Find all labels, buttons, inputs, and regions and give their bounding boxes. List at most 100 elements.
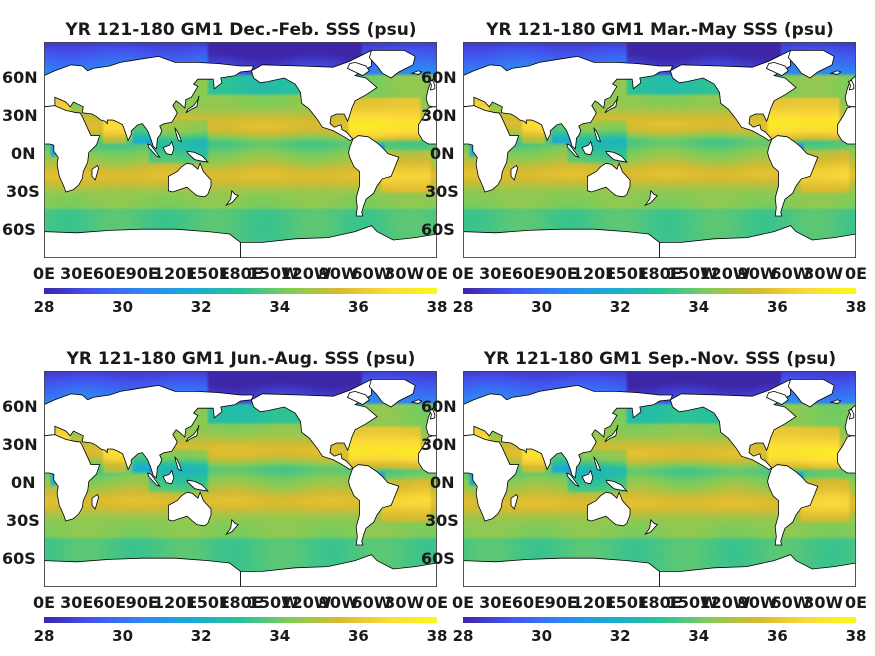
land-newguinea <box>186 150 209 163</box>
lat-label: 60S <box>421 549 455 568</box>
panel-title: YR 121-180 GM1 Jun.-Aug. SSS (psu) <box>66 349 416 369</box>
land-samerica <box>348 135 400 217</box>
land-greenland <box>787 378 835 408</box>
lon-label: 90E <box>544 264 578 283</box>
colorbar-tick: 30 <box>112 298 134 316</box>
colorbar-tick: 36 <box>766 627 788 645</box>
land-phil <box>174 456 183 472</box>
map-frame <box>44 371 437 587</box>
land-newzealand <box>644 189 658 207</box>
land-greenland <box>368 378 416 408</box>
lon-label: 90W <box>318 593 359 612</box>
colorbar-tick: 32 <box>190 627 212 645</box>
map-frame <box>463 371 856 587</box>
colorbar-tick: 30 <box>531 298 553 316</box>
lon-label: 30E <box>60 264 94 283</box>
lon-label: 120W <box>280 264 332 283</box>
map-panel: YR 121-180 GM1 Dec.-Feb. SSS (psu) 60N 30N… <box>2 20 458 320</box>
colorbar-tick: 34 <box>269 298 291 316</box>
colorbar-tick: 38 <box>845 627 867 645</box>
land-madagascar <box>91 165 100 181</box>
colorbar <box>463 617 856 623</box>
lat-label: 0N <box>430 473 455 492</box>
lat-label: 60N <box>421 68 457 87</box>
lon-label: 0E <box>425 264 449 283</box>
lat-label: 30S <box>6 182 40 201</box>
colorbar-tick: 36 <box>347 627 369 645</box>
lon-label: 180E <box>637 593 682 612</box>
colorbar-tick: 34 <box>688 298 710 316</box>
lon-label: 150W <box>247 593 299 612</box>
land-africaW <box>836 435 856 474</box>
colorbar <box>44 617 437 623</box>
land-eurasiaE <box>463 55 674 150</box>
sss-map <box>44 42 437 258</box>
lon-label: 60W <box>770 593 811 612</box>
lon-label: 90W <box>737 593 778 612</box>
lon-label: 150E <box>185 593 230 612</box>
land-baffin <box>346 61 370 77</box>
lon-label: 30W <box>384 593 425 612</box>
land-namerica <box>250 378 378 470</box>
colorbar <box>44 288 437 294</box>
land-japan <box>604 95 619 114</box>
lon-label: 120W <box>699 264 751 283</box>
land-uk <box>847 79 855 91</box>
land-uk <box>428 79 436 91</box>
lon-label: 30E <box>479 264 513 283</box>
colorbar-tick: 32 <box>609 627 631 645</box>
lon-label: 0E <box>32 593 56 612</box>
sss-map <box>463 371 856 587</box>
lat-label: 30S <box>425 182 459 201</box>
lat-label: 30N <box>2 435 38 454</box>
colorbar-tick: 36 <box>347 298 369 316</box>
lon-label: 60E <box>92 593 127 612</box>
lon-label: 60W <box>351 593 392 612</box>
land-antarcticaE <box>44 557 241 587</box>
lon-label: 30W <box>384 264 425 283</box>
lon-label: 180E <box>218 264 263 283</box>
lat-label: 30N <box>421 106 457 125</box>
land-newguinea <box>605 150 628 163</box>
land-antarcticaE <box>44 228 241 258</box>
colorbar-tick: 32 <box>190 298 212 316</box>
land-japan <box>185 424 200 443</box>
land-australia <box>587 491 631 527</box>
land-australia <box>168 162 212 198</box>
panel-title: YR 121-180 GM1 Sep.-Nov. SSS (psu) <box>483 349 837 369</box>
land-newzealand <box>644 518 658 536</box>
lon-label: 0E <box>844 593 868 612</box>
panel-title: YR 121-180 GM1 Dec.-Feb. SSS (psu) <box>65 20 417 40</box>
land-japan <box>185 95 200 114</box>
land-iceland <box>410 399 423 404</box>
lon-label: 90W <box>737 264 778 283</box>
lon-label: 120E <box>152 593 198 612</box>
lon-label: 0E <box>451 593 475 612</box>
land-greenland <box>787 49 835 79</box>
lon-label: 90E <box>125 593 159 612</box>
lat-label: 30N <box>2 106 38 125</box>
lon-label: 150E <box>604 264 649 283</box>
colorbar-tick: 38 <box>426 627 448 645</box>
lon-label: 30E <box>60 593 94 612</box>
lat-label: 30S <box>6 511 40 530</box>
lat-label: 60N <box>2 397 38 416</box>
land-newzealand <box>225 189 239 207</box>
land-uk <box>847 408 855 420</box>
lon-label: 60E <box>92 264 127 283</box>
lat-label: 0N <box>11 473 36 492</box>
lon-label: 150W <box>666 593 718 612</box>
colorbar-tick: 28 <box>33 298 55 316</box>
lat-label: 30N <box>421 435 457 454</box>
land-phil <box>593 456 602 472</box>
lon-label: 30W <box>803 593 844 612</box>
lon-label: 90W <box>318 264 359 283</box>
land-africaW <box>836 106 856 145</box>
land-iceland <box>410 70 423 75</box>
land-eurasiaE <box>463 384 674 479</box>
land-sumatra <box>147 143 161 159</box>
land-phil <box>593 127 602 143</box>
land-africa <box>463 105 520 193</box>
land-namerica <box>669 49 797 141</box>
land-japan <box>604 424 619 443</box>
